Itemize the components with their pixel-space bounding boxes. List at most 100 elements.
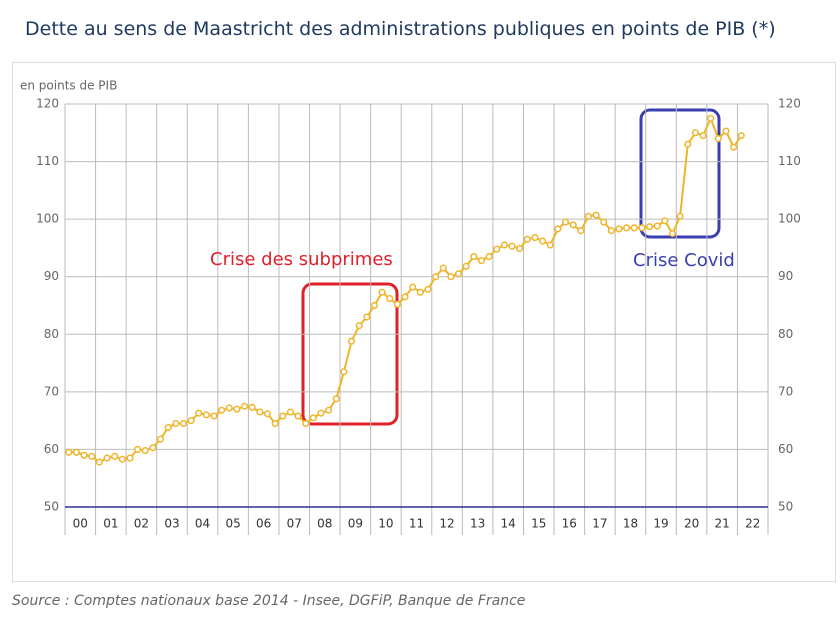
x-tick-label: 15 [531, 517, 546, 531]
point [340, 368, 348, 376]
covid-box [639, 108, 721, 239]
y2-tick-label: 110 [778, 154, 801, 168]
x-tick-label: 03 [164, 517, 179, 531]
point [439, 264, 447, 272]
point [195, 409, 203, 417]
point [225, 404, 233, 412]
point [164, 424, 172, 432]
point [156, 435, 165, 443]
point [126, 454, 134, 462]
source: Source : Comptes nationaux base 2014 - I… [12, 593, 526, 609]
point [302, 419, 310, 428]
point [554, 225, 562, 233]
point [279, 412, 287, 420]
point [233, 405, 241, 413]
y2-tick-label: 60 [778, 442, 793, 456]
point [271, 419, 279, 428]
point [80, 451, 88, 459]
point [248, 403, 256, 411]
point [447, 273, 455, 281]
point [378, 288, 386, 296]
point [561, 218, 570, 226]
point [737, 132, 745, 140]
point [393, 300, 401, 308]
point [722, 127, 730, 135]
x-tick-label: 06 [256, 517, 271, 531]
point [470, 253, 478, 261]
x-tick-label: 01 [103, 517, 118, 531]
point [432, 273, 440, 281]
point [661, 217, 669, 225]
point [630, 224, 638, 232]
point [493, 245, 501, 253]
x-tick-label: 07 [287, 517, 302, 531]
point [454, 270, 463, 278]
point [668, 229, 677, 238]
x-tick-label: 14 [501, 517, 516, 531]
point [500, 241, 508, 249]
point [424, 285, 432, 293]
y2-tick-label: 70 [778, 384, 793, 398]
point [592, 211, 600, 219]
y2-tick-label: 120 [778, 97, 801, 111]
point [95, 458, 103, 466]
point [615, 225, 623, 233]
x-tick-label: 02 [134, 517, 149, 531]
x-tick-label: 00 [73, 517, 88, 531]
point [577, 227, 585, 235]
point [485, 253, 493, 261]
point [111, 452, 119, 460]
annotation: Crise Covid [633, 250, 735, 271]
point [401, 293, 409, 301]
point [363, 313, 371, 321]
point [118, 455, 126, 463]
x-tick-label: 19 [653, 517, 668, 531]
y-tick-label: 50 [44, 500, 59, 514]
point [409, 283, 417, 291]
x-tick-label: 21 [715, 517, 730, 531]
point [730, 143, 738, 151]
point [347, 337, 356, 345]
point [202, 411, 210, 419]
y-tick-label: 90 [44, 269, 59, 283]
subprimes-box [301, 282, 399, 426]
x-tick-label: 20 [684, 517, 699, 531]
y-tick-label: 100 [36, 212, 59, 226]
point [317, 409, 325, 417]
point [179, 419, 187, 428]
point [462, 262, 470, 270]
annotation: Crise des subprimes [210, 249, 393, 270]
y2-tick-label: 80 [778, 327, 793, 341]
point [684, 140, 692, 148]
x-tick-label: 13 [470, 517, 485, 531]
point [607, 227, 615, 235]
point [103, 454, 111, 462]
point [523, 235, 531, 243]
point [584, 212, 592, 220]
point [646, 223, 654, 231]
point [714, 134, 722, 143]
point [256, 408, 264, 416]
point [218, 406, 226, 414]
x-tick-label: 08 [317, 517, 332, 531]
point [653, 222, 661, 230]
point [600, 218, 608, 226]
point [309, 414, 317, 422]
x-tick-label: 22 [745, 517, 760, 531]
point [134, 445, 142, 453]
point [707, 114, 715, 122]
point [149, 444, 157, 452]
y-tick-label: 120 [36, 97, 59, 111]
chart-title: Dette au sens de Maastricht des administ… [25, 18, 776, 40]
point [386, 295, 394, 303]
point [172, 419, 180, 428]
x-tick-label: 04 [195, 517, 210, 531]
point [294, 412, 302, 420]
point [416, 288, 424, 296]
y2-tick-label: 90 [778, 269, 793, 283]
point [370, 301, 379, 310]
x-tick-label: 16 [562, 517, 577, 531]
point [141, 447, 149, 455]
